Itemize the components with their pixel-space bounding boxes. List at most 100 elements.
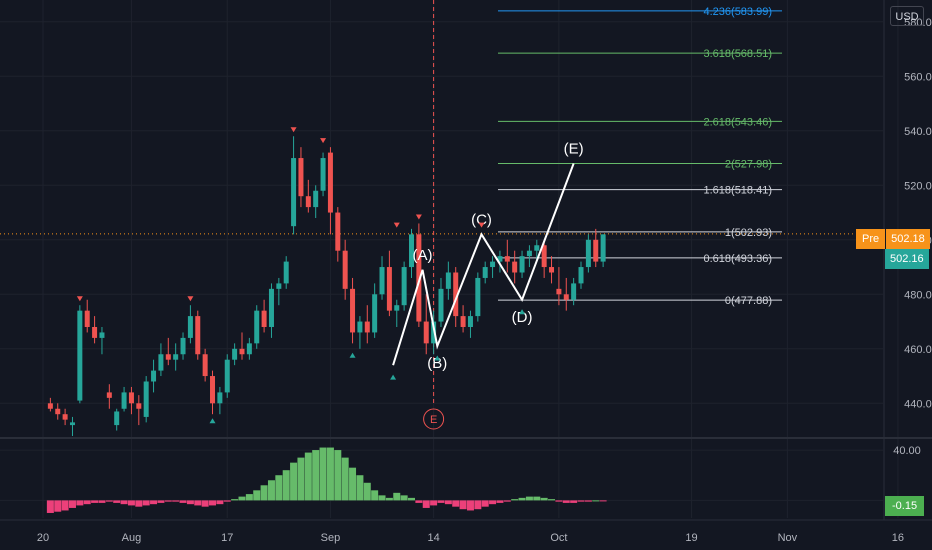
candle-body (136, 403, 142, 409)
osc-tick-label: 40.00 (893, 445, 921, 457)
pivot-low-marker (519, 309, 526, 315)
osc-bar (356, 475, 364, 501)
oscillator-value-badge: -0.15 (885, 496, 925, 516)
time-tick-label: 16 (892, 532, 904, 544)
fibonacci-levels[interactable]: 4.236(583.99) 3.618(568.51) 2.618(543.46) 2… (498, 6, 782, 307)
candle-body (62, 414, 68, 420)
osc-bar (444, 500, 452, 505)
candle-body (47, 403, 53, 409)
candle-body (364, 321, 370, 333)
time-tick-label: Sep (321, 532, 341, 544)
fib-label: 4.236(583.99) (704, 6, 773, 18)
candle-body (438, 288, 444, 322)
time-tick-label: Nov (778, 532, 798, 544)
time-tick-label: 14 (427, 532, 439, 544)
candle-body (77, 310, 83, 401)
osc-bar (555, 500, 563, 502)
candle-body (320, 158, 326, 191)
candle-body (409, 234, 414, 268)
price-tick-label: 520.00 (904, 180, 932, 192)
fib-label: 2.618(543.46) (704, 116, 773, 128)
osc-bar (393, 492, 401, 501)
osc-bar (437, 500, 445, 503)
candle-body (585, 239, 591, 268)
wave-label: (D) (512, 309, 533, 326)
currency-badge[interactable]: USD (890, 6, 924, 26)
osc-bar (511, 499, 519, 501)
event-marker-circle (423, 408, 445, 430)
osc-bar (452, 500, 460, 507)
candle-body (187, 316, 193, 338)
candle-body (232, 348, 238, 360)
osc-bar (385, 497, 393, 501)
candle-body (305, 196, 311, 208)
candle-body (151, 370, 157, 382)
osc-bar (216, 500, 224, 505)
candle-body (224, 359, 230, 393)
candle-body (563, 294, 569, 300)
candles (47, 136, 606, 436)
pivot-high-marker (320, 138, 327, 144)
candle-body (210, 376, 216, 404)
candle-body (276, 283, 282, 289)
wave-pattern[interactable]: (A) (B) (C) (D) (E) (392, 141, 584, 373)
candle-body (143, 381, 149, 417)
candle-body (291, 158, 297, 227)
osc-bar (577, 500, 585, 502)
osc-bar (326, 447, 334, 501)
candle-body (431, 321, 437, 344)
osc-bar (179, 500, 187, 503)
grid: E (0, 0, 932, 521)
fib-label: 0.618(493.36) (704, 253, 773, 265)
price-tick-label: 480.00 (904, 289, 932, 301)
osc-bar (430, 500, 438, 506)
candle-body (121, 392, 127, 409)
osc-bar (267, 480, 275, 501)
osc-bar (459, 500, 467, 510)
candle-body (482, 267, 488, 278)
pivot-markers (76, 127, 526, 424)
candle-body (416, 234, 422, 322)
candle-body (106, 392, 112, 398)
osc-bar (91, 500, 99, 503)
oscillator-pane (46, 447, 607, 513)
candle-body (165, 354, 171, 360)
osc-bar (157, 500, 165, 503)
candle-body (246, 343, 252, 355)
osc-bar (164, 500, 172, 502)
osc-bar (489, 500, 497, 505)
osc-bar (378, 495, 386, 501)
osc-bar (260, 485, 268, 501)
pivot-high-marker (478, 222, 485, 228)
candle-body (55, 408, 61, 415)
candle-body (541, 245, 547, 268)
osc-bar (245, 494, 253, 501)
candle-body (490, 261, 496, 268)
candle-body (497, 256, 503, 262)
candle-body (283, 261, 289, 284)
osc-bar (238, 496, 246, 501)
osc-bar (481, 500, 489, 507)
candle-body (504, 256, 510, 262)
osc-bar (599, 500, 607, 502)
fib-label: 3.618(568.51) (704, 48, 773, 60)
osc-bar (540, 497, 548, 501)
candle-body (475, 277, 481, 317)
candle-body (239, 348, 245, 355)
osc-bar (592, 500, 600, 502)
candle-body (401, 267, 407, 306)
candle-body (600, 234, 606, 262)
candle-body (327, 152, 333, 213)
time-tick-label: 19 (685, 532, 697, 544)
time-tick-label: Aug (122, 532, 142, 544)
candle-body (372, 294, 378, 333)
pre-label: Pre (856, 229, 886, 249)
candle-body (578, 267, 584, 284)
osc-bar (172, 500, 180, 502)
osc-bar (518, 497, 526, 501)
pivot-low-marker (209, 418, 216, 424)
candle-body (467, 316, 473, 327)
osc-bar (584, 500, 592, 502)
candle-body (114, 411, 120, 426)
